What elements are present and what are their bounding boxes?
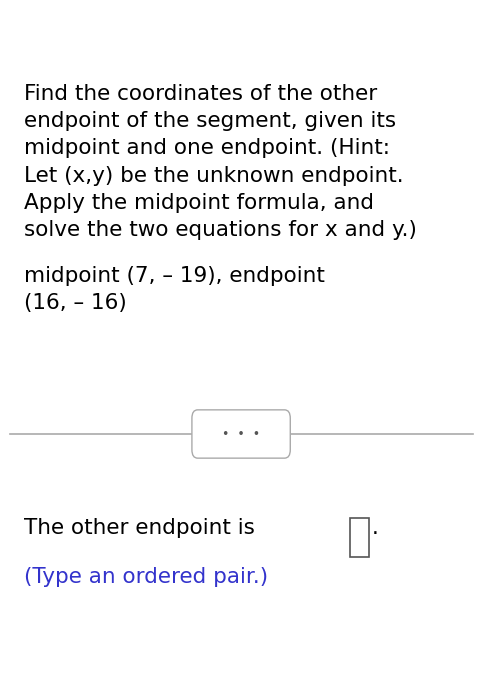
Text: •  •  •: • • •: [222, 428, 260, 440]
Text: (Type an ordered pair.): (Type an ordered pair.): [24, 567, 268, 587]
Text: .: .: [372, 518, 379, 538]
Text: midpoint (7, – 19), endpoint
(16, – 16): midpoint (7, – 19), endpoint (16, – 16): [24, 266, 325, 313]
Text: Find the coordinates of the other
endpoint of the segment, given its
midpoint an: Find the coordinates of the other endpoi…: [24, 84, 417, 240]
Text: The other endpoint is: The other endpoint is: [24, 518, 262, 538]
FancyBboxPatch shape: [350, 518, 369, 556]
FancyBboxPatch shape: [192, 410, 290, 458]
